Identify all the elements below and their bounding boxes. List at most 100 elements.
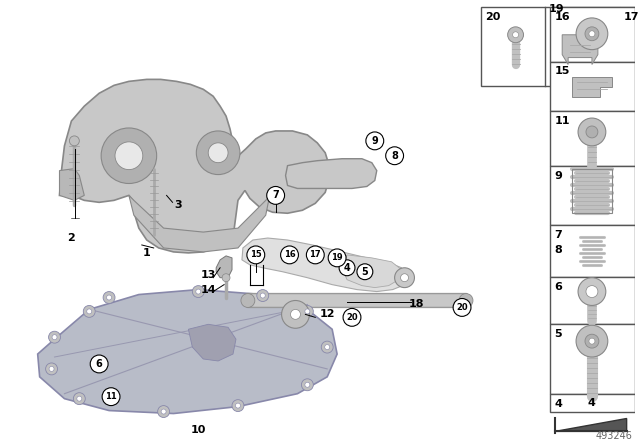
- Text: 3: 3: [175, 200, 182, 210]
- Circle shape: [401, 274, 408, 282]
- Text: 10: 10: [191, 426, 206, 435]
- Circle shape: [305, 382, 310, 387]
- Circle shape: [102, 388, 120, 405]
- Circle shape: [115, 142, 143, 170]
- Text: 19: 19: [548, 4, 564, 14]
- Polygon shape: [342, 255, 401, 288]
- Polygon shape: [562, 35, 598, 65]
- Circle shape: [257, 289, 269, 302]
- Circle shape: [74, 393, 85, 405]
- Text: 15: 15: [250, 250, 262, 259]
- Circle shape: [157, 405, 170, 418]
- Polygon shape: [188, 324, 236, 361]
- Text: 5: 5: [362, 267, 368, 277]
- Circle shape: [328, 249, 346, 267]
- Circle shape: [45, 363, 58, 375]
- Circle shape: [578, 278, 606, 306]
- Text: 15: 15: [554, 66, 570, 77]
- Text: 14: 14: [200, 284, 216, 295]
- Circle shape: [586, 286, 598, 297]
- Circle shape: [90, 355, 108, 373]
- Text: 8: 8: [391, 151, 398, 161]
- Circle shape: [83, 306, 95, 317]
- Circle shape: [49, 331, 61, 343]
- Bar: [550, 324, 635, 394]
- Circle shape: [241, 293, 255, 307]
- Text: 493246: 493246: [596, 431, 632, 441]
- Circle shape: [247, 246, 265, 264]
- Bar: [550, 166, 635, 225]
- Circle shape: [196, 131, 240, 175]
- Text: 4: 4: [344, 263, 351, 273]
- Bar: [550, 394, 635, 412]
- Circle shape: [267, 186, 285, 204]
- Text: 6: 6: [554, 282, 562, 292]
- Text: 16: 16: [284, 250, 296, 259]
- Text: 4: 4: [588, 398, 596, 408]
- Circle shape: [280, 246, 298, 264]
- Circle shape: [305, 309, 310, 314]
- Text: 1: 1: [143, 248, 150, 258]
- Circle shape: [282, 301, 309, 328]
- Circle shape: [69, 136, 79, 146]
- Circle shape: [87, 309, 92, 314]
- Circle shape: [395, 268, 415, 288]
- Text: 7: 7: [272, 190, 279, 200]
- Circle shape: [324, 345, 330, 349]
- Circle shape: [301, 379, 314, 391]
- Text: 11: 11: [554, 116, 570, 126]
- Text: 16: 16: [554, 12, 570, 22]
- Bar: [550, 225, 635, 277]
- Circle shape: [508, 27, 524, 43]
- Circle shape: [586, 126, 598, 138]
- Text: 12: 12: [319, 310, 335, 319]
- Polygon shape: [129, 195, 269, 252]
- Bar: [550, 277, 635, 324]
- Circle shape: [459, 293, 473, 307]
- Circle shape: [366, 132, 384, 150]
- FancyBboxPatch shape: [247, 293, 467, 307]
- Polygon shape: [216, 256, 232, 278]
- Text: 20: 20: [346, 313, 358, 322]
- Circle shape: [576, 325, 608, 357]
- Circle shape: [386, 147, 404, 165]
- Circle shape: [585, 334, 599, 348]
- Bar: [620, 7, 640, 116]
- Polygon shape: [572, 78, 612, 97]
- Text: 4: 4: [554, 399, 562, 409]
- Circle shape: [236, 403, 241, 408]
- Text: 7: 7: [554, 230, 562, 240]
- Text: 20: 20: [456, 303, 468, 312]
- Circle shape: [589, 338, 595, 344]
- Circle shape: [208, 143, 228, 163]
- Circle shape: [161, 409, 166, 414]
- Circle shape: [260, 293, 265, 298]
- Polygon shape: [38, 289, 337, 414]
- Circle shape: [357, 264, 373, 280]
- Circle shape: [291, 310, 300, 319]
- Text: 20: 20: [485, 12, 500, 22]
- Circle shape: [585, 27, 599, 41]
- Bar: [550, 111, 635, 166]
- Bar: [572, 168, 612, 213]
- Bar: [550, 61, 635, 111]
- Circle shape: [52, 335, 57, 340]
- Polygon shape: [60, 168, 84, 200]
- Circle shape: [103, 292, 115, 303]
- Text: 2: 2: [67, 233, 76, 243]
- Text: 9: 9: [554, 171, 562, 181]
- Text: 11: 11: [105, 392, 117, 401]
- Text: 9: 9: [371, 136, 378, 146]
- Text: 17: 17: [310, 250, 321, 259]
- Circle shape: [232, 400, 244, 412]
- Circle shape: [343, 308, 361, 326]
- Circle shape: [193, 286, 204, 297]
- Polygon shape: [556, 418, 627, 431]
- Circle shape: [222, 274, 230, 282]
- Circle shape: [339, 260, 355, 276]
- Circle shape: [576, 18, 608, 50]
- Circle shape: [107, 295, 111, 300]
- Text: 18: 18: [409, 299, 424, 310]
- Circle shape: [49, 366, 54, 371]
- Polygon shape: [60, 79, 329, 253]
